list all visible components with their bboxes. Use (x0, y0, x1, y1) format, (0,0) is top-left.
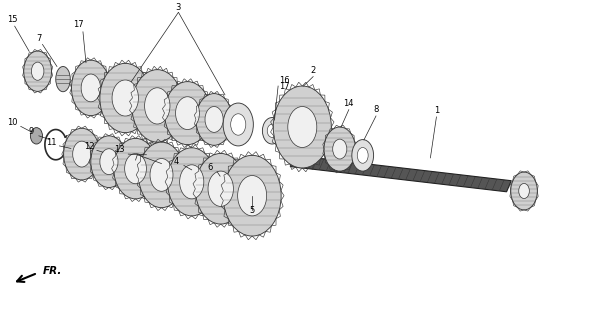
Text: 14: 14 (344, 99, 354, 108)
Text: 17: 17 (279, 82, 290, 91)
Ellipse shape (56, 67, 70, 92)
Text: 5: 5 (249, 206, 255, 215)
Text: 11: 11 (46, 138, 56, 147)
Ellipse shape (223, 156, 281, 236)
Ellipse shape (196, 93, 232, 145)
Ellipse shape (352, 140, 373, 171)
Ellipse shape (324, 127, 356, 171)
Ellipse shape (519, 183, 529, 198)
Ellipse shape (164, 82, 211, 145)
Text: 17: 17 (73, 20, 83, 29)
Ellipse shape (208, 171, 234, 206)
Text: 10: 10 (7, 118, 18, 127)
Ellipse shape (100, 149, 118, 175)
Ellipse shape (91, 136, 127, 188)
Ellipse shape (195, 154, 246, 224)
Ellipse shape (168, 148, 216, 216)
Ellipse shape (72, 60, 110, 116)
Ellipse shape (262, 117, 282, 144)
Ellipse shape (144, 88, 170, 124)
Text: FR.: FR. (42, 266, 62, 276)
Text: 13: 13 (114, 145, 124, 154)
Ellipse shape (333, 139, 347, 159)
Text: 7: 7 (36, 34, 42, 43)
Ellipse shape (124, 154, 146, 184)
Text: 6: 6 (207, 164, 212, 172)
Text: 1: 1 (434, 106, 439, 115)
Text: 12: 12 (84, 142, 94, 151)
Ellipse shape (24, 51, 52, 92)
Ellipse shape (205, 107, 223, 132)
Text: 3: 3 (176, 3, 181, 12)
Ellipse shape (73, 141, 91, 167)
Polygon shape (290, 156, 511, 192)
Ellipse shape (81, 74, 101, 102)
Text: 15: 15 (7, 15, 18, 24)
Ellipse shape (132, 70, 183, 142)
Ellipse shape (150, 158, 173, 191)
Ellipse shape (175, 97, 200, 130)
Text: 4: 4 (174, 157, 179, 166)
Ellipse shape (112, 80, 138, 116)
Ellipse shape (100, 63, 151, 133)
Ellipse shape (510, 172, 537, 210)
Ellipse shape (288, 107, 317, 148)
Ellipse shape (267, 124, 277, 137)
Ellipse shape (273, 86, 331, 168)
Text: 8: 8 (373, 105, 379, 114)
Ellipse shape (237, 176, 266, 216)
Ellipse shape (180, 165, 204, 199)
Text: 2: 2 (311, 66, 316, 75)
Text: 16: 16 (279, 76, 290, 85)
Ellipse shape (231, 114, 246, 135)
Ellipse shape (30, 128, 42, 144)
Ellipse shape (358, 148, 368, 163)
Ellipse shape (32, 62, 44, 80)
Ellipse shape (223, 103, 253, 146)
Ellipse shape (64, 128, 100, 180)
Text: 9: 9 (29, 127, 34, 136)
Ellipse shape (138, 142, 185, 208)
Ellipse shape (114, 138, 157, 199)
